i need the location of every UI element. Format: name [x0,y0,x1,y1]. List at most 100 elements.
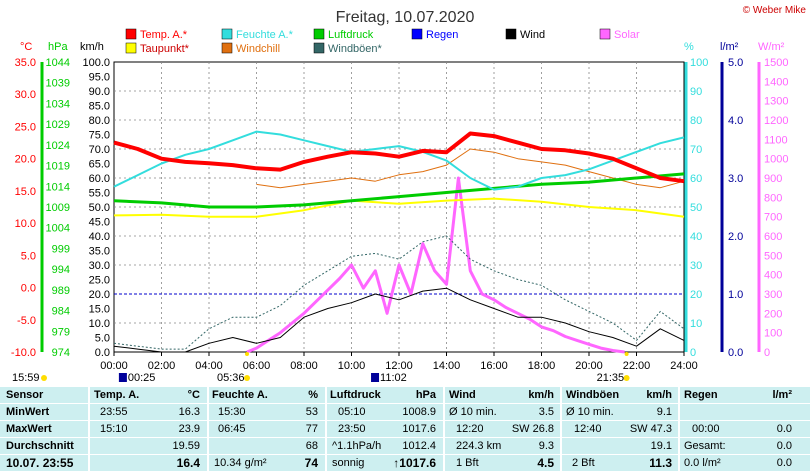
sunrise-icon [244,375,250,381]
humidity-tick-label: 60 [690,173,702,185]
header-pres: Luftdruck [330,389,381,401]
pressure-tick-label: 1044 [46,57,70,69]
avg-wind-val: 9.3 [538,440,554,452]
min-pres-time: 05:10 [338,406,366,418]
series-line-taupunkt [113,197,685,218]
min-wind-label: Ø 10 min. [449,406,497,418]
solar-tick-label: 1100 [764,134,788,146]
legend-label: Temp. A.* [140,29,188,41]
solar-tick-label: 1300 [764,96,788,108]
series-line-solar [246,176,625,354]
avg-pres-val: 1012.4 [402,440,436,452]
pressure-tick-label: 1039 [46,78,70,90]
solar-tick-label: 0 [764,347,770,359]
x-tick-label: 22:00 [623,360,651,372]
temp-tick-label: 35.0 [15,57,36,69]
min-gust-val: 9.1 [656,406,672,418]
pressure-tick-label: 1024 [46,140,70,152]
wind-tick-label: 100.0 [82,57,110,69]
avg-pres-label: ^1.1hPa/h [332,440,382,452]
temp-tick-label: 10.0 [15,218,36,230]
temp-tick-label: 15.0 [15,186,36,198]
rain-tick-label: 4.0 [728,115,743,127]
avg-gust-val: 19.1 [650,440,672,452]
sun-times: 15:59 00:25 11:02 05:36 21:35 [12,352,630,384]
humidity-tick-label: 70 [690,144,702,156]
max-gust-time: 12:40 [574,423,602,435]
min-temp-val: 16.3 [178,406,200,418]
solar-tick-label: 600 [764,231,782,243]
pressure-tick-label: 1029 [46,119,70,131]
x-tick-label: 08:00 [290,360,318,372]
series-line-temp-a [113,131,685,184]
solar-tick-label: 200 [764,308,782,320]
x-tick-label: 06:00 [243,360,271,372]
x-tick-label: 12:00 [385,360,413,372]
pressure-tick-label: 994 [52,264,70,276]
x-tick-label: 00:00 [100,360,128,372]
cur-rain-val: 0.0 [776,457,792,469]
solar-tick-label: 100 [764,328,782,340]
legend-label: Windchill [236,43,280,55]
x-tick-label: 18:00 [528,360,556,372]
legend-label: Taupunkt* [140,43,190,55]
chart-axes: 00:00 02:00 04:00 06:00 08:00 10:00 12:00 14:00… [11,41,789,372]
sunset-marker [624,352,629,356]
x-tick-label: 02:00 [148,360,176,372]
pressure-tick-label: 984 [52,306,70,318]
solar-tick-label: 300 [764,289,782,301]
humidity-tick-label: 30 [690,260,702,272]
row-current-label: 10.07. 23:55 [6,456,74,470]
solar-tick-label: 900 [764,173,782,185]
temp-tick-label: 20.0 [15,154,36,166]
min-pres-val: 1008.9 [402,406,436,418]
sunset-label: 21:35 [597,372,625,384]
series-line-wind [113,287,685,353]
cur-wind-val: 4.5 [537,456,554,470]
moonrise-label: 00:25 [128,372,156,384]
legend-swatch [221,42,233,54]
header-hum: Feuchte A. [212,389,268,401]
cur-hum-val: 74 [304,456,318,470]
header-rain-unit: l/m² [772,389,792,401]
wind-tick-label: 15.0 [89,304,110,316]
max-rain-val: 0.0 [776,423,792,435]
humidity-tick-label: 40 [690,231,702,243]
humidity-tick-label: 90 [690,86,702,98]
x-tick-label: 20:00 [575,360,603,372]
cur-pres-label: sonnig [332,457,365,469]
min-wind-val: 3.5 [538,406,554,418]
wind-tick-label: 85.0 [89,101,110,113]
weather-chart: 00:00 02:00 04:00 06:00 08:00 10:00 12:00 14:00… [11,5,807,384]
moonset-label: 11:02 [380,372,407,384]
humidity-tick-label: 100 [690,57,708,69]
max-wind-val: SW 26.8 [511,423,554,435]
wind-tick-label: 90.0 [89,86,110,98]
avg-rain-label: Gesamt: [684,440,726,452]
rain-tick-label: 3.0 [728,173,743,185]
wind-tick-label: 10.0 [89,318,110,330]
x-tick-label: 16:00 [480,360,508,372]
temp-unit-label: °C [20,41,32,53]
row-avg-label: Durchschnitt [6,440,74,452]
left-time-label: 15:59 [12,372,40,384]
avg-hum-val: 68 [305,440,318,452]
legend-swatch [505,28,517,40]
pressure-tick-label: 1034 [46,98,70,110]
header-hum-unit: % [308,389,318,401]
x-tick-label: 14:00 [433,360,461,372]
legend-swatch [125,42,137,54]
humidity-unit-label: % [684,41,694,53]
pressure-tick-label: 989 [52,285,70,297]
legend-swatch [313,42,325,54]
max-pres-val: 1017.6 [402,423,436,435]
pressure-tick-label: 1014 [46,181,70,193]
min-temp-time: 23:55 [100,406,128,418]
header-wind: Wind [449,389,476,401]
solar-tick-label: 500 [764,250,782,262]
pressure-tick-label: 999 [52,243,70,255]
wind-tick-label: 50.0 [89,202,110,214]
legend-swatch [313,28,325,40]
header-gust: Windböen [566,389,620,401]
wind-tick-label: 45.0 [89,217,110,229]
